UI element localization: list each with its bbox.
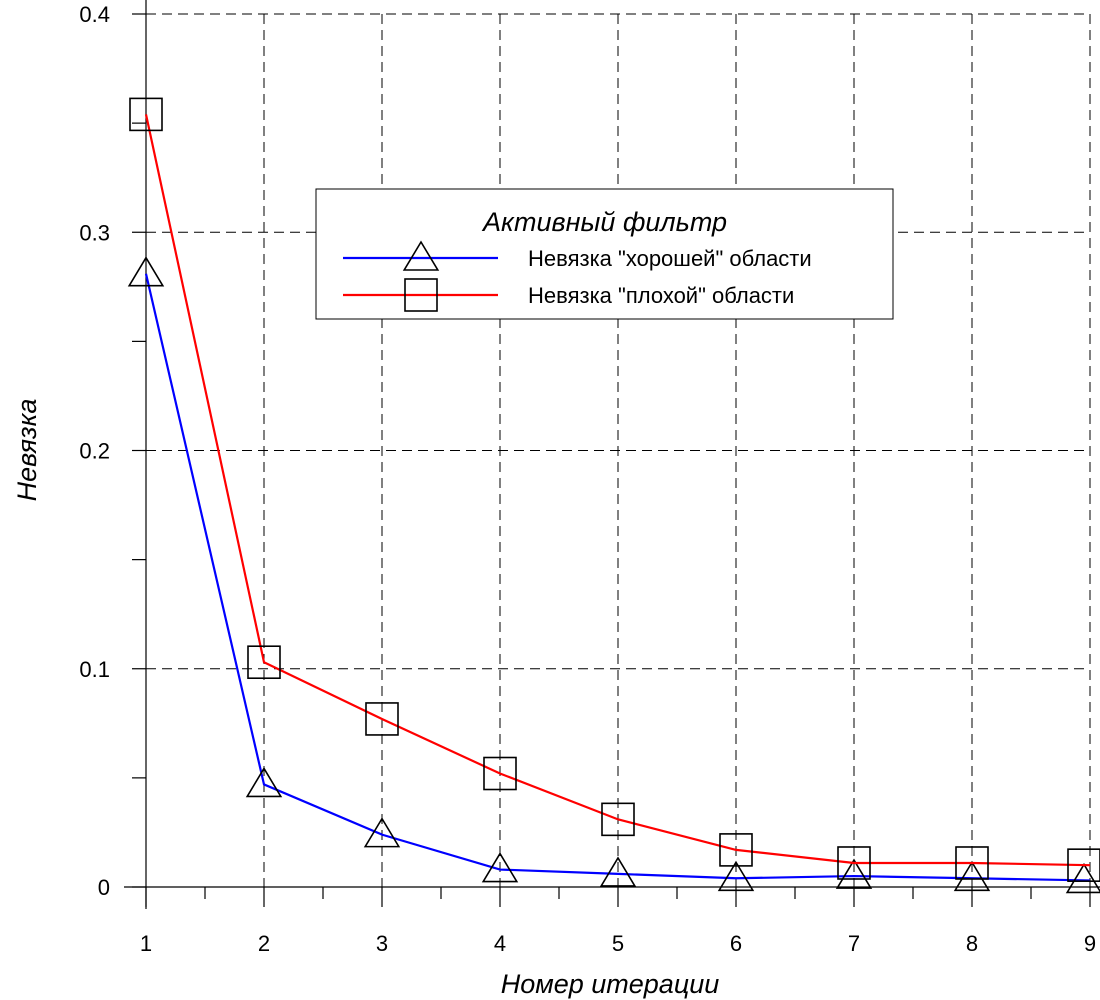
legend-label: Невязка "хорошей" области [528, 246, 812, 271]
series-line [144, 114, 1091, 867]
x-tick-label: 2 [258, 931, 270, 956]
legend-entries: Невязка "хорошей" области Невязка "плохой… [343, 240, 812, 312]
data-point-square [601, 802, 635, 837]
data-point-square [247, 645, 281, 680]
grid-layer [146, 13, 1091, 887]
legend-entry-2: Невязка "плохой" области [343, 278, 794, 312]
x-tick-label: 8 [966, 931, 978, 956]
data-point-triangle [481, 851, 519, 883]
data-point-square [365, 702, 399, 736]
y-tick-label: 0.3 [79, 220, 110, 245]
legend-marker-square [404, 278, 438, 312]
legend-entry-1: Невязка "хорошей" области [343, 240, 812, 271]
y-tick-label: 0.1 [79, 657, 110, 682]
series-layer [127, 97, 1100, 894]
data-point-square [129, 97, 163, 132]
x-tick-label: 7 [848, 931, 860, 956]
data-point-triangle [363, 817, 401, 848]
data-point-square [719, 833, 753, 867]
tick-label-layer: 0 0.1 0.2 0.3 0.4 1 2 3 4 5 6 7 8 9 [79, 2, 1096, 956]
x-tick-label: 3 [376, 931, 388, 956]
x-tick-label: 6 [730, 931, 742, 956]
y-tick-label: 0.2 [79, 439, 110, 464]
series-1 [127, 256, 1100, 894]
y-tick-label: 0 [98, 875, 110, 900]
data-point-triangle [953, 860, 991, 892]
data-point-square [837, 846, 871, 880]
data-point-triangle [599, 856, 637, 887]
data-point-triangle [1065, 862, 1100, 894]
data-point-triangle [717, 860, 755, 892]
x-axis-title: Номер итерации [501, 969, 720, 999]
legend-label: Невязка "плохой" области [528, 283, 794, 308]
series-line [144, 273, 1091, 882]
data-point-square [955, 846, 989, 880]
series-2 [129, 97, 1100, 882]
legend-marker-triangle [402, 240, 440, 271]
data-point-triangle [835, 858, 873, 889]
data-point-triangle [127, 256, 165, 287]
y-tick-label: 0.4 [79, 2, 110, 27]
legend-title: Активный фильтр [481, 207, 727, 237]
y-axis-title: Невязка [12, 399, 42, 502]
x-tick-label: 4 [494, 931, 506, 956]
data-point-square [1067, 848, 1100, 882]
x-tick-label: 5 [612, 931, 624, 956]
axis-layer [124, 0, 1100, 909]
legend-box [315, 188, 894, 320]
legend: Активный фильтр Невязка "хорошей" област… [315, 188, 894, 320]
data-point-square [483, 756, 517, 791]
data-point-triangle [245, 766, 283, 798]
x-tick-label: 1 [140, 931, 152, 956]
x-tick-label: 9 [1084, 931, 1096, 956]
